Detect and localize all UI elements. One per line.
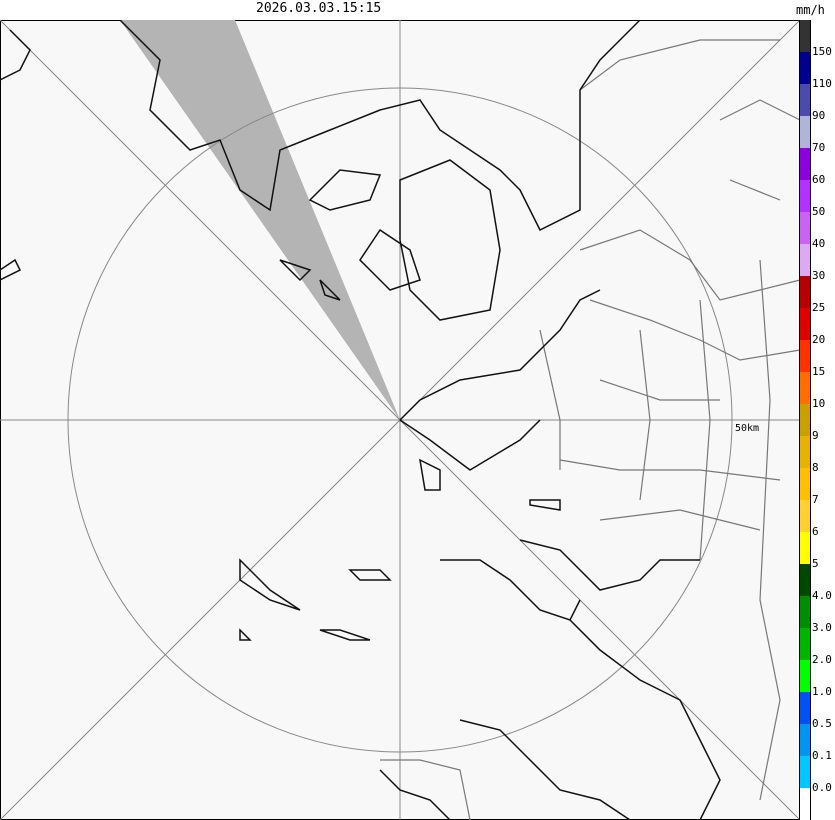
legend-color-swatch (800, 564, 810, 596)
legend-label: 2.0 (812, 653, 832, 666)
legend-color-swatch (800, 500, 810, 532)
blocked-sector (120, 20, 400, 420)
radar-map[interactable]: 50km (0, 20, 809, 820)
legend-label: 1.0 (812, 685, 832, 698)
legend-label: 60 (812, 173, 826, 186)
legend-color-swatch (800, 692, 810, 724)
legend-label: 4.0 (812, 589, 832, 602)
legend-color-swatch (800, 116, 810, 148)
legend-label: 7 (812, 493, 819, 506)
legend-color-swatch (800, 372, 810, 404)
legend-color-swatch (800, 340, 810, 372)
legend-color-swatch (800, 404, 810, 436)
legend-label: 30 (812, 269, 826, 282)
legend-label: 3.0 (812, 621, 832, 634)
legend-label: 90 (812, 109, 826, 122)
legend-color-swatch (800, 148, 810, 180)
legend-color-swatch (800, 52, 810, 84)
legend-color-swatch (800, 180, 810, 212)
legend-label: 150 (812, 45, 832, 58)
unit-label: mm/h (796, 3, 825, 17)
legend-color-swatch (800, 532, 810, 564)
legend-color-swatch (800, 628, 810, 660)
legend-label: 8 (812, 461, 819, 474)
legend-label: 25 (812, 301, 826, 314)
legend-label: 9 (812, 429, 819, 442)
legend-label: 40 (812, 237, 826, 250)
range-ring-label: 50km (735, 423, 759, 434)
legend-color-swatch (800, 596, 810, 628)
legend-label: 70 (812, 141, 826, 154)
legend-label: 20 (812, 333, 826, 346)
color-legend (799, 20, 811, 820)
legend-color-swatch (800, 468, 810, 500)
legend-label: 6 (812, 525, 819, 538)
legend-color-swatch (800, 308, 810, 340)
legend-color-swatch (800, 212, 810, 244)
legend-label: 5 (812, 557, 819, 570)
timestamp-title: 2026.03.03.15:15 (256, 1, 382, 16)
legend-label: 0.1 (812, 749, 832, 762)
legend-color-swatch (800, 436, 810, 468)
admin-boundaries (380, 39, 801, 820)
legend-color-swatch (800, 724, 810, 756)
legend-color-swatch (800, 244, 810, 276)
legend-color-swatch (800, 84, 810, 116)
legend-color-swatch (800, 660, 810, 692)
coastlines (0, 20, 721, 820)
legend-color-swatch (800, 788, 810, 820)
legend-label: 0.0 (812, 781, 832, 794)
legend-label: 110 (812, 77, 832, 90)
legend-label: 10 (812, 397, 826, 410)
legend-color-swatch (800, 276, 810, 308)
legend-color-swatch (800, 20, 810, 52)
legend-label: 0.5 (812, 717, 832, 730)
legend-color-swatch (800, 756, 810, 788)
legend-label: 50 (812, 205, 826, 218)
legend-label: 15 (812, 365, 826, 378)
